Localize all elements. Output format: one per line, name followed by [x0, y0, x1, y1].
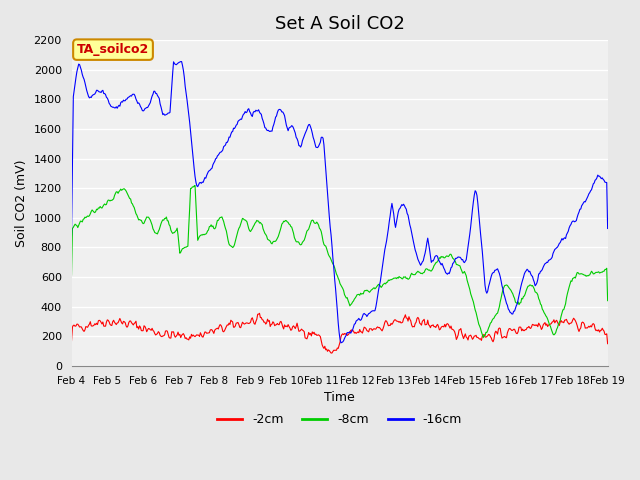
Y-axis label: Soil CO2 (mV): Soil CO2 (mV) [15, 159, 28, 247]
Title: Set A Soil CO2: Set A Soil CO2 [275, 15, 404, 33]
X-axis label: Time: Time [324, 391, 355, 404]
Text: TA_soilco2: TA_soilco2 [77, 43, 149, 56]
Legend: -2cm, -8cm, -16cm: -2cm, -8cm, -16cm [212, 408, 467, 432]
